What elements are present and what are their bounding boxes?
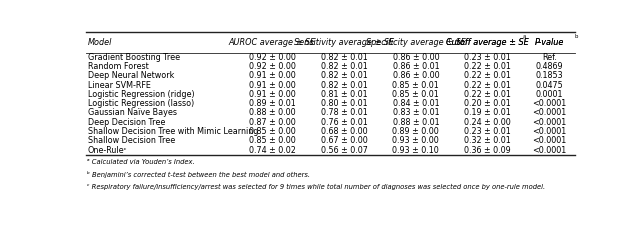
Text: ᵃ Calculated via Youden’s Index.: ᵃ Calculated via Youden’s Index.: [88, 158, 195, 165]
Text: <0.0001: <0.0001: [532, 99, 566, 108]
Text: 0.78 ± 0.01: 0.78 ± 0.01: [321, 109, 367, 117]
Text: Cutoff average ± SE: Cutoff average ± SE: [446, 38, 529, 47]
Text: 0.22 ± 0.01: 0.22 ± 0.01: [464, 71, 511, 80]
Text: P-value: P-value: [534, 38, 564, 47]
Text: Deep Neural Network: Deep Neural Network: [88, 71, 174, 80]
Text: <0.0001: <0.0001: [532, 146, 566, 155]
Text: 0.91 ± 0.00: 0.91 ± 0.00: [249, 71, 296, 80]
Text: One-Ruleᶜ: One-Ruleᶜ: [88, 146, 127, 155]
Text: 0.19 ± 0.01: 0.19 ± 0.01: [465, 109, 511, 117]
Text: 0.0475: 0.0475: [536, 81, 563, 90]
Text: 0.91 ± 0.00: 0.91 ± 0.00: [249, 90, 296, 99]
Text: Shallow Decision Tree with Mimic Learning: Shallow Decision Tree with Mimic Learnin…: [88, 127, 259, 136]
Text: Random Forest: Random Forest: [88, 62, 148, 71]
Text: 0.23 ± 0.01: 0.23 ± 0.01: [465, 127, 511, 136]
Text: 0.85 ± 0.00: 0.85 ± 0.00: [249, 127, 296, 136]
Text: <0.0001: <0.0001: [532, 109, 566, 117]
Text: Shallow Decision Tree: Shallow Decision Tree: [88, 136, 175, 145]
Text: 0.83 ± 0.01: 0.83 ± 0.01: [392, 109, 439, 117]
Text: 0.86 ± 0.00: 0.86 ± 0.00: [392, 53, 439, 62]
Text: 0.88 ± 0.00: 0.88 ± 0.00: [249, 109, 296, 117]
Text: 0.22 ± 0.01: 0.22 ± 0.01: [464, 81, 511, 90]
Text: AUROC average ± SE: AUROC average ± SE: [229, 38, 316, 47]
Text: 0.56 ± 0.07: 0.56 ± 0.07: [321, 146, 367, 155]
Text: 0.82 ± 0.01: 0.82 ± 0.01: [321, 62, 367, 71]
Text: 0.67 ± 0.00: 0.67 ± 0.00: [321, 136, 367, 145]
Text: 0.87 ± 0.00: 0.87 ± 0.00: [249, 118, 296, 127]
Text: 0.81 ± 0.01: 0.81 ± 0.01: [321, 90, 367, 99]
Text: 0.36 ± 0.09: 0.36 ± 0.09: [465, 146, 511, 155]
Text: Model: Model: [88, 38, 112, 47]
Text: 0.80 ± 0.01: 0.80 ± 0.01: [321, 99, 367, 108]
Text: 0.1853: 0.1853: [536, 71, 563, 80]
Text: 0.89 ± 0.01: 0.89 ± 0.01: [249, 99, 296, 108]
Text: 0.20 ± 0.01: 0.20 ± 0.01: [465, 99, 511, 108]
Text: 0.93 ± 0.00: 0.93 ± 0.00: [392, 136, 439, 145]
Text: <0.0001: <0.0001: [532, 136, 566, 145]
Text: 0.88 ± 0.01: 0.88 ± 0.01: [392, 118, 439, 127]
Text: 0.76 ± 0.01: 0.76 ± 0.01: [321, 118, 367, 127]
Text: Logistic Regression (lasso): Logistic Regression (lasso): [88, 99, 194, 108]
Text: Logistic Regression (ridge): Logistic Regression (ridge): [88, 90, 195, 99]
Text: 0.85 ± 0.00: 0.85 ± 0.00: [249, 136, 296, 145]
Text: 0.82 ± 0.01: 0.82 ± 0.01: [321, 71, 367, 80]
Text: 0.4869: 0.4869: [536, 62, 563, 71]
Text: Sensitivity average ± SE: Sensitivity average ± SE: [294, 38, 394, 47]
Text: b: b: [574, 35, 577, 39]
Text: 0.68 ± 0.00: 0.68 ± 0.00: [321, 127, 367, 136]
Text: 0.92 ± 0.00: 0.92 ± 0.00: [249, 62, 296, 71]
Text: Gaussian Naïve Bayes: Gaussian Naïve Bayes: [88, 109, 177, 117]
Text: <0.0001: <0.0001: [532, 127, 566, 136]
Text: Ref.: Ref.: [542, 53, 557, 62]
Text: <0.0001: <0.0001: [532, 118, 566, 127]
Text: 0.84 ± 0.01: 0.84 ± 0.01: [392, 99, 439, 108]
Text: P-value: P-value: [534, 38, 564, 47]
Text: 0.91 ± 0.00: 0.91 ± 0.00: [249, 81, 296, 90]
Text: ᶜ Respiratory failure/insufficiency/arrest was selected for 9 times while total : ᶜ Respiratory failure/insufficiency/arre…: [88, 184, 545, 190]
Text: 0.92 ± 0.00: 0.92 ± 0.00: [249, 53, 296, 62]
Text: 0.86 ± 0.00: 0.86 ± 0.00: [392, 71, 439, 80]
Text: Deep Decision Tree: Deep Decision Tree: [88, 118, 165, 127]
Text: 0.85 ± 0.01: 0.85 ± 0.01: [392, 90, 439, 99]
Text: 0.89 ± 0.00: 0.89 ± 0.00: [392, 127, 439, 136]
Text: 0.22 ± 0.01: 0.22 ± 0.01: [464, 62, 511, 71]
Text: 0.24 ± 0.00: 0.24 ± 0.00: [465, 118, 511, 127]
Text: 0.32 ± 0.01: 0.32 ± 0.01: [465, 136, 511, 145]
Text: Linear SVM-RFE: Linear SVM-RFE: [88, 81, 151, 90]
Text: 0.0001: 0.0001: [536, 90, 563, 99]
Text: 0.86 ± 0.01: 0.86 ± 0.01: [392, 62, 439, 71]
Text: 0.85 ± 0.01: 0.85 ± 0.01: [392, 81, 439, 90]
Text: a: a: [523, 35, 526, 39]
Text: 0.74 ± 0.02: 0.74 ± 0.02: [249, 146, 296, 155]
Text: 0.82 ± 0.01: 0.82 ± 0.01: [321, 81, 367, 90]
Text: 0.22 ± 0.01: 0.22 ± 0.01: [464, 90, 511, 99]
Text: 0.23 ± 0.01: 0.23 ± 0.01: [465, 53, 511, 62]
Text: 0.93 ± 0.10: 0.93 ± 0.10: [392, 146, 439, 155]
Text: Gradient Boosting Tree: Gradient Boosting Tree: [88, 53, 180, 62]
Text: Cutoff average ± SE: Cutoff average ± SE: [446, 38, 529, 47]
Text: ᵇ Benjamini’s corrected t-test between the best model and others.: ᵇ Benjamini’s corrected t-test between t…: [88, 171, 310, 178]
Text: Specificity average ± SE: Specificity average ± SE: [366, 38, 466, 47]
Text: 0.82 ± 0.01: 0.82 ± 0.01: [321, 53, 367, 62]
